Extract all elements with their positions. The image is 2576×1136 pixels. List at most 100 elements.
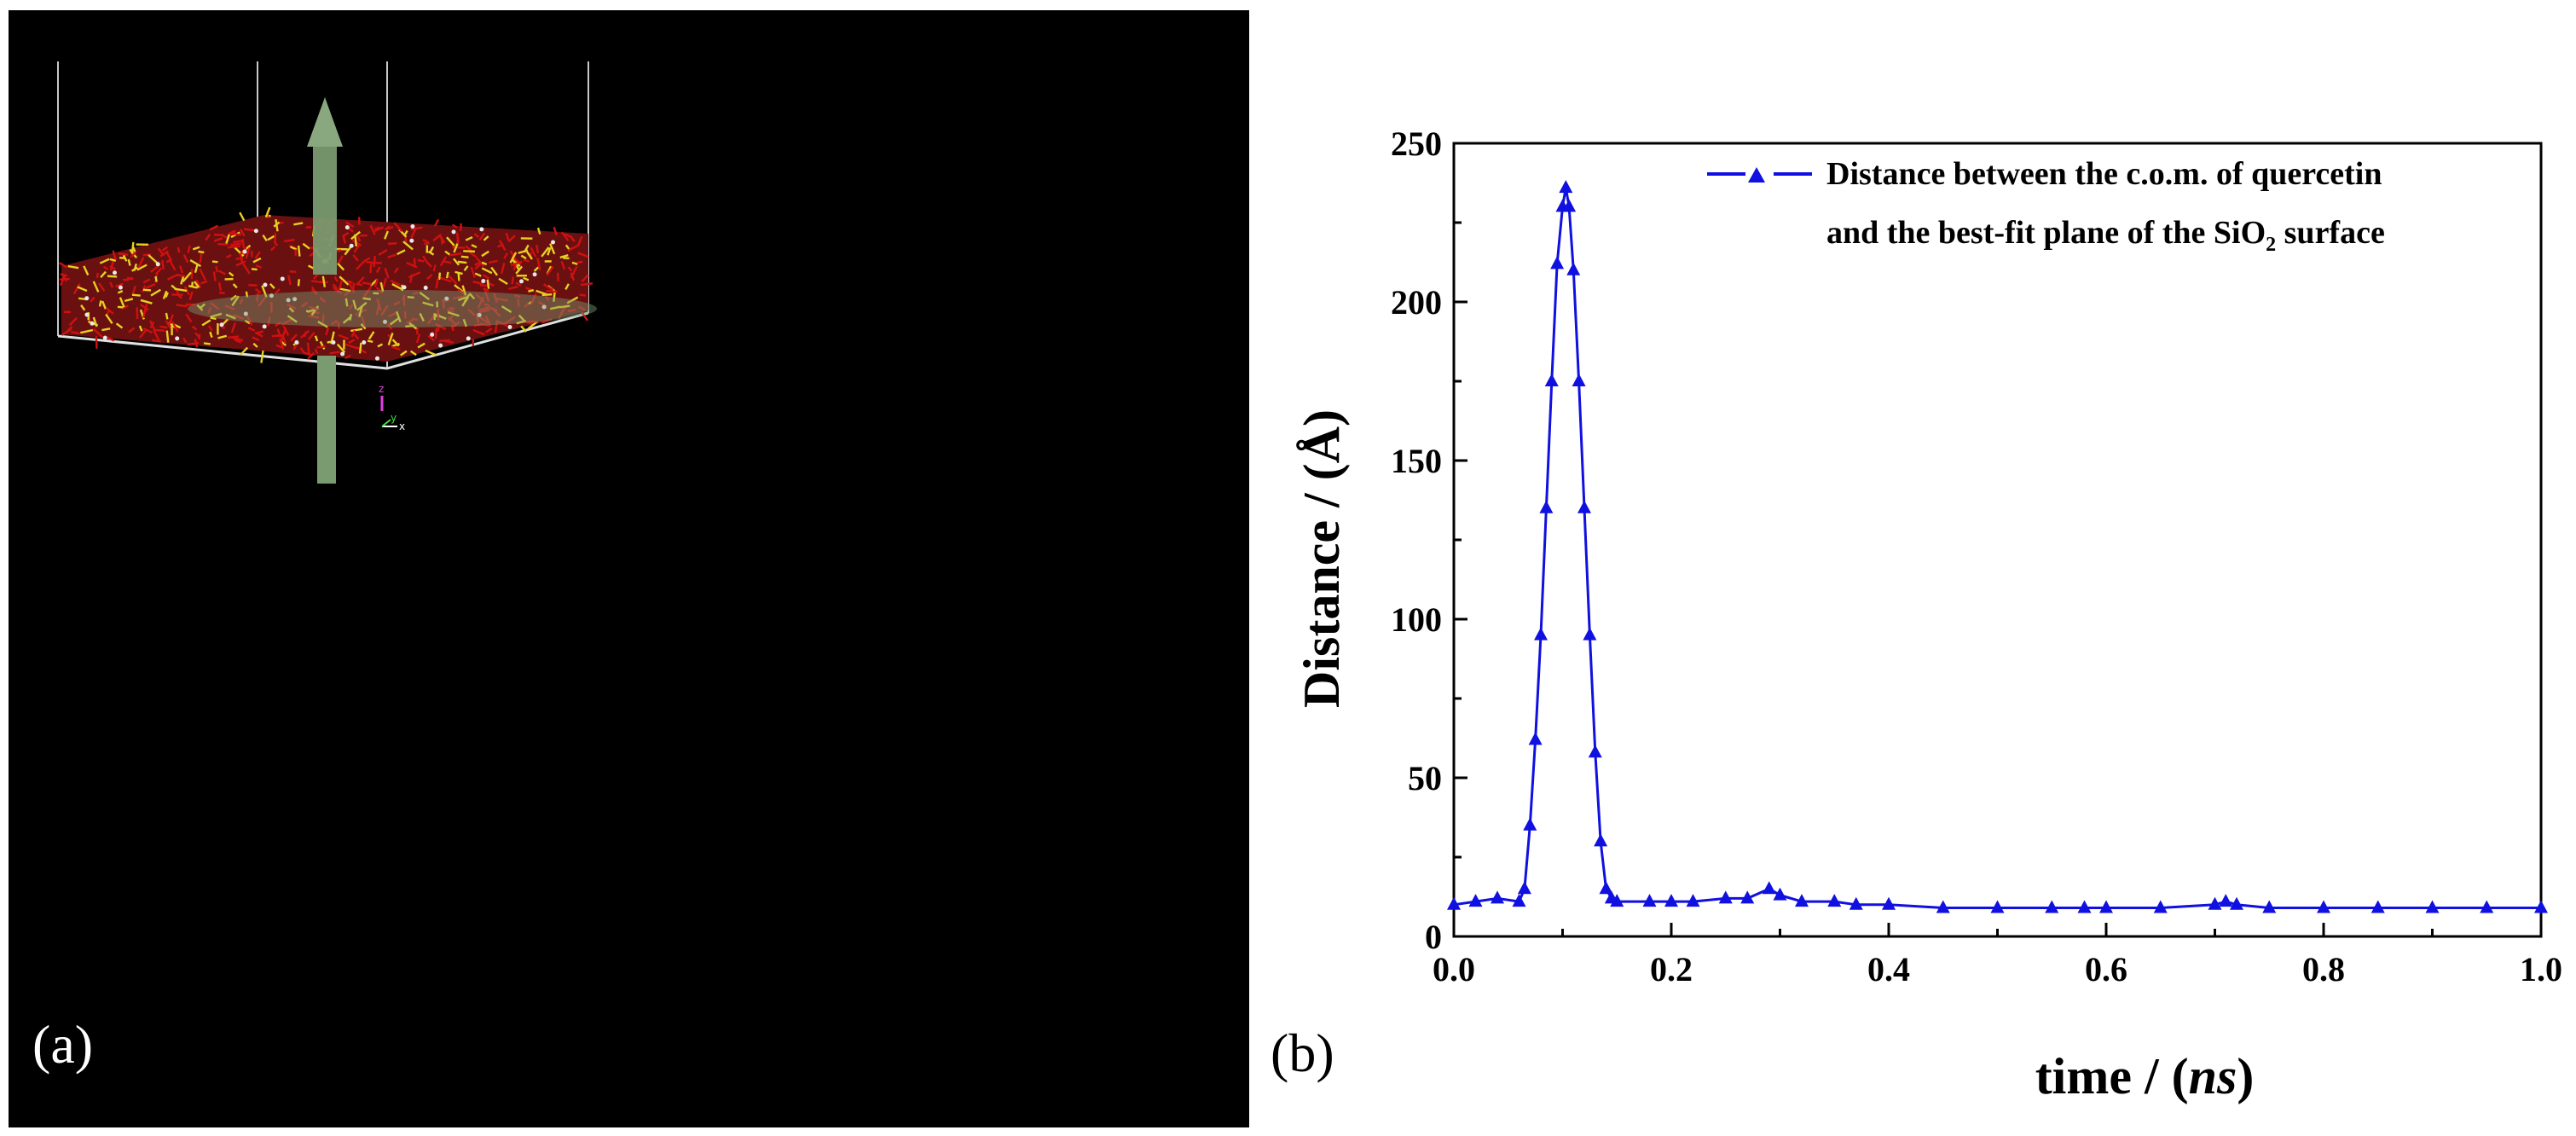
bond-segment xyxy=(348,339,356,345)
data-point-marker xyxy=(1539,500,1554,513)
hydrogen-atom xyxy=(155,262,160,267)
bond-segment xyxy=(248,283,258,287)
bond-segment xyxy=(107,275,118,278)
hydrogen-atom xyxy=(466,336,471,341)
bond-segment xyxy=(560,231,570,241)
bond-segment xyxy=(182,337,188,344)
bond-segment xyxy=(498,277,508,286)
bond-segment xyxy=(457,295,468,302)
bond-segment xyxy=(402,294,406,301)
bond-segment xyxy=(337,255,344,264)
bond-segment xyxy=(397,249,406,256)
bond-segment xyxy=(439,256,448,267)
y-axis-title: Distance / (Å) xyxy=(1294,409,1350,708)
bond-segment xyxy=(213,237,223,242)
bond-segment xyxy=(271,333,283,338)
bond-segment xyxy=(205,234,211,241)
bond-segment xyxy=(478,232,486,241)
y-tick-label: 250 xyxy=(1391,125,1442,163)
bond-segment xyxy=(123,278,129,281)
bond-segment xyxy=(194,332,200,338)
bond-segment xyxy=(254,287,262,294)
bond-segment xyxy=(486,279,490,289)
bond-segment xyxy=(395,310,402,322)
bond-segment xyxy=(357,217,361,225)
data-point-marker xyxy=(1517,881,1531,895)
bond-segment xyxy=(566,296,579,304)
data-point-marker xyxy=(1562,199,1577,212)
bond-segment xyxy=(297,245,301,257)
arrow-shaft-upper xyxy=(313,147,337,275)
bond-segment xyxy=(368,331,375,340)
bond-segment xyxy=(105,313,113,325)
bond-segment xyxy=(174,323,182,329)
data-point-marker xyxy=(1566,262,1581,275)
bond-segment xyxy=(467,309,476,316)
bond-segment xyxy=(475,312,480,323)
bond-segment xyxy=(363,257,371,263)
bond-segment xyxy=(535,289,548,296)
bond-segment xyxy=(463,250,476,253)
bond-segment xyxy=(185,313,193,323)
bond-segment xyxy=(148,254,159,264)
bond-segment xyxy=(293,222,304,226)
bond-segment xyxy=(511,276,515,285)
bond-segment xyxy=(389,316,401,326)
bond-segment xyxy=(154,328,165,332)
bond-segment xyxy=(119,297,125,308)
bond-segment xyxy=(510,260,523,267)
bond-segment xyxy=(255,264,263,269)
bond-segment xyxy=(453,241,460,253)
bond-segment xyxy=(279,338,285,350)
bond-segment xyxy=(454,270,463,275)
bond-segment xyxy=(231,295,240,307)
bond-segment xyxy=(472,328,485,336)
bond-segment xyxy=(378,249,388,256)
bond-segment xyxy=(375,303,380,316)
data-point-marker xyxy=(1468,894,1483,907)
hydrogen-atom xyxy=(451,229,456,235)
bond-segment xyxy=(109,258,117,262)
bond-segment xyxy=(426,274,433,280)
x-tick-label: 0.4 xyxy=(1867,950,1910,988)
bond-segment xyxy=(59,262,67,269)
bond-segment xyxy=(149,321,155,328)
bond-segment xyxy=(140,298,153,304)
hydrogen-atom xyxy=(102,335,107,340)
bond-segment xyxy=(353,333,360,340)
bond-segment xyxy=(210,302,220,310)
bond-segment xyxy=(348,282,356,293)
bond-segment xyxy=(112,250,117,260)
bond-segment xyxy=(234,246,245,258)
bond-segment xyxy=(240,229,246,237)
silica-slab-rendering: z y x xyxy=(57,61,597,484)
bond-segment xyxy=(264,206,271,218)
bond-segment xyxy=(422,301,434,307)
bond-segment xyxy=(118,252,129,256)
data-point-marker xyxy=(1599,881,1613,895)
bond-segment xyxy=(165,320,172,329)
data-point-marker xyxy=(1588,745,1602,758)
hydrogen-atom xyxy=(263,282,268,287)
bond-segment xyxy=(536,258,541,270)
bond-segment xyxy=(356,235,362,242)
bond-segment xyxy=(189,259,202,268)
bond-segment xyxy=(136,264,148,271)
bond-segment xyxy=(415,333,421,344)
silica-atoms xyxy=(59,206,597,363)
bond-segment xyxy=(131,246,136,252)
bond-segment xyxy=(321,275,327,287)
bond-segment xyxy=(130,252,136,258)
axis-label-x: x xyxy=(399,420,405,432)
bond-segment xyxy=(374,226,380,230)
box-bottom-outline xyxy=(57,311,589,370)
bond-segment xyxy=(166,273,179,281)
bond-segment xyxy=(199,303,206,310)
panel-b-label: (b) xyxy=(1271,1023,1334,1083)
bond-segment xyxy=(287,303,297,310)
bond-segment xyxy=(171,284,177,290)
hydrogen-atom xyxy=(253,229,258,234)
bond-segment xyxy=(515,265,524,275)
bond-segment xyxy=(162,290,168,299)
bond-segment xyxy=(415,328,419,335)
